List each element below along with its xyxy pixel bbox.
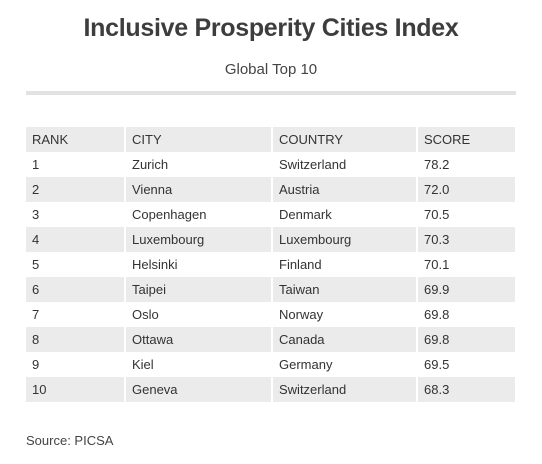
table-header-row: RANK CITY COUNTRY SCORE xyxy=(26,127,515,152)
cell-country: Germany xyxy=(272,352,418,377)
title-divider xyxy=(26,91,516,95)
table-row: 8 Ottawa Canada 69.8 xyxy=(26,327,515,352)
cell-score: 72.0 xyxy=(417,177,515,202)
cell-rank: 1 xyxy=(26,152,126,177)
page-title: Inclusive Prosperity Cities Index xyxy=(83,14,459,42)
ranking-table: RANK CITY COUNTRY SCORE 1 Zurich Switzer… xyxy=(26,127,515,402)
table-row: 5 Helsinki Finland 70.1 xyxy=(26,252,515,277)
cell-score: 70.1 xyxy=(417,252,515,277)
header-city: CITY xyxy=(125,127,273,152)
table-row: 10 Geneva Switzerland 68.3 xyxy=(26,377,515,402)
header-country: COUNTRY xyxy=(272,127,418,152)
cell-rank: 7 xyxy=(26,302,126,327)
cell-city: Oslo xyxy=(125,302,273,327)
source-note: Source: PICSA xyxy=(26,433,114,448)
cell-city: Helsinki xyxy=(125,252,273,277)
cell-city: Kiel xyxy=(125,352,273,377)
cell-score: 70.5 xyxy=(417,202,515,227)
cell-rank: 8 xyxy=(26,327,126,352)
header-score: SCORE xyxy=(417,127,515,152)
cell-score: 70.3 xyxy=(417,227,515,252)
cell-country: Canada xyxy=(272,327,418,352)
cell-city: Zurich xyxy=(125,152,273,177)
page-subtitle: Global Top 10 xyxy=(224,61,318,78)
cell-country: Norway xyxy=(272,302,418,327)
cell-rank: 6 xyxy=(26,277,126,302)
cell-rank: 10 xyxy=(26,377,126,402)
cell-country: Austria xyxy=(272,177,418,202)
table-row: 2 Vienna Austria 72.0 xyxy=(26,177,515,202)
cell-city: Geneva xyxy=(125,377,273,402)
cell-city: Copenhagen xyxy=(125,202,273,227)
table-row: 4 Luxembourg Luxembourg 70.3 xyxy=(26,227,515,252)
cell-country: Switzerland xyxy=(272,152,418,177)
cell-rank: 4 xyxy=(26,227,126,252)
cell-score: 69.9 xyxy=(417,277,515,302)
table-row: 9 Kiel Germany 69.5 xyxy=(26,352,515,377)
cell-country: Luxembourg xyxy=(272,227,418,252)
table-row: 6 Taipei Taiwan 69.9 xyxy=(26,277,515,302)
cell-country: Taiwan xyxy=(272,277,418,302)
cell-city: Taipei xyxy=(125,277,273,302)
cell-country: Finland xyxy=(272,252,418,277)
cell-rank: 3 xyxy=(26,202,126,227)
table-row: 1 Zurich Switzerland 78.2 xyxy=(26,152,515,177)
cell-rank: 5 xyxy=(26,252,126,277)
cell-score: 69.5 xyxy=(417,352,515,377)
table-row: 3 Copenhagen Denmark 70.5 xyxy=(26,202,515,227)
cell-city: Vienna xyxy=(125,177,273,202)
header-rank: RANK xyxy=(26,127,126,152)
cell-country: Denmark xyxy=(272,202,418,227)
cell-score: 69.8 xyxy=(417,302,515,327)
cell-score: 78.2 xyxy=(417,152,515,177)
cell-rank: 2 xyxy=(26,177,126,202)
cell-score: 68.3 xyxy=(417,377,515,402)
cell-country: Switzerland xyxy=(272,377,418,402)
cell-score: 69.8 xyxy=(417,327,515,352)
cell-city: Luxembourg xyxy=(125,227,273,252)
table-row: 7 Oslo Norway 69.8 xyxy=(26,302,515,327)
cell-rank: 9 xyxy=(26,352,126,377)
cell-city: Ottawa xyxy=(125,327,273,352)
